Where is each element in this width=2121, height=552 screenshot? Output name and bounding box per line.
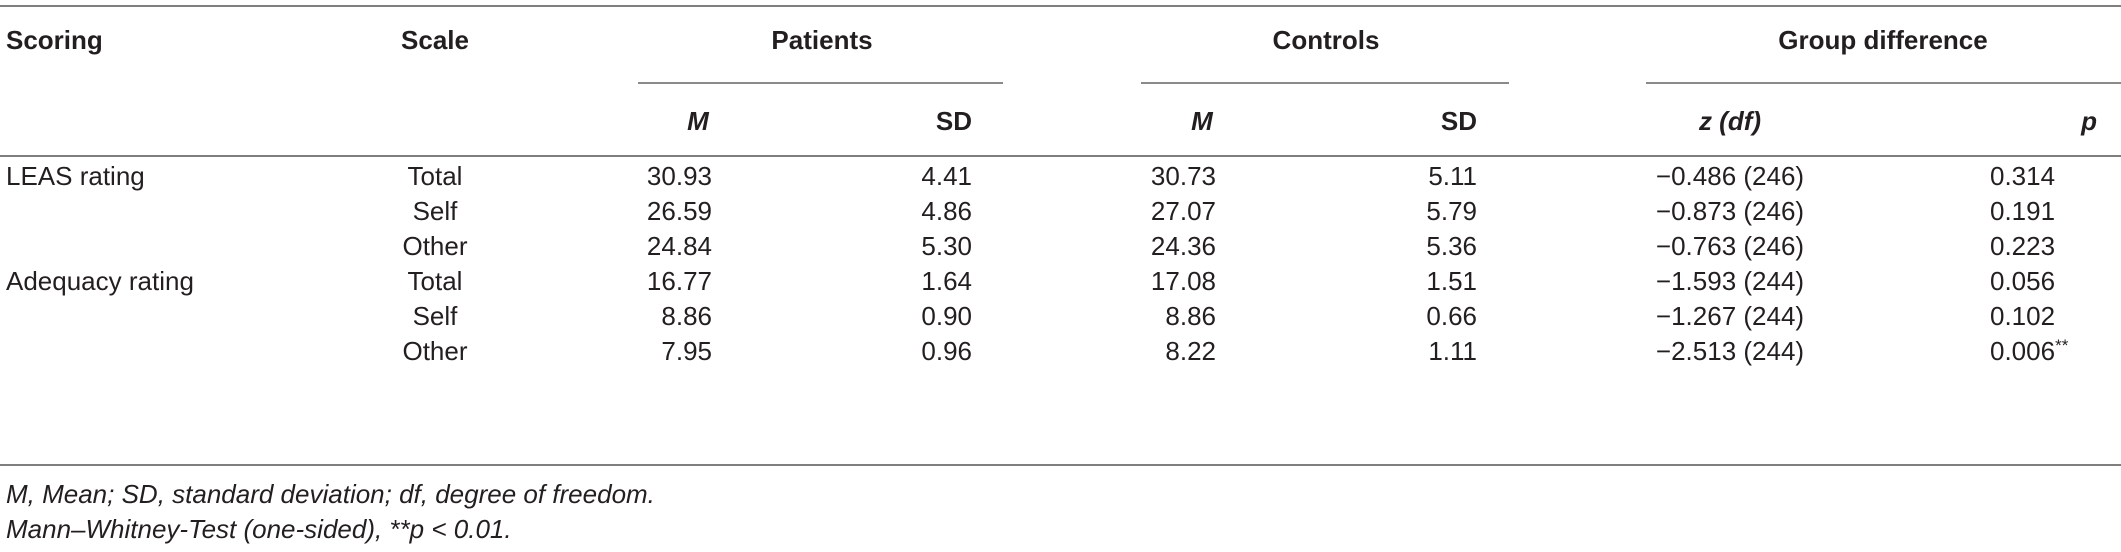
p-value: 0.191	[1990, 196, 2056, 226]
cell-z-df: −1.593 (244)	[1655, 266, 1805, 296]
cell-scale: Other	[402, 231, 468, 261]
cell-controls-sd: 1.51	[1426, 266, 1477, 296]
cell-patients-sd: 0.90	[921, 301, 972, 331]
header-z-df: z (df)	[1698, 106, 1762, 136]
group-difference-underline	[1646, 82, 2121, 84]
cell-patients-sd: 0.96	[921, 336, 972, 366]
cell-controls-sd: 5.36	[1426, 231, 1477, 261]
table-bottom-rule	[0, 464, 2121, 466]
footnote-test: Mann–Whitney-Test (one-sided), **p < 0.0…	[6, 514, 512, 544]
cell-z-df: −1.267 (244)	[1655, 301, 1805, 331]
header-scoring: Scoring	[6, 25, 103, 55]
cell-controls-sd: 1.11	[1428, 336, 1477, 366]
cell-controls-sd: 0.66	[1426, 301, 1477, 331]
cell-patients-m: 8.86	[661, 301, 712, 331]
cell-p: 0.223	[1990, 231, 2055, 261]
cell-controls-m: 30.73	[1150, 161, 1216, 191]
p-value: 0.223	[1990, 231, 2056, 261]
cell-scale: Self	[412, 196, 458, 226]
p-value: 0.102	[1990, 301, 2056, 331]
cell-scoring: LEAS rating	[6, 161, 145, 191]
header-group-difference: Group difference	[1778, 25, 1988, 55]
cell-patients-m: 30.93	[646, 161, 712, 191]
table-top-rule	[0, 5, 2121, 7]
cell-scale: Total	[407, 266, 463, 296]
p-value: 0.006	[1990, 336, 2056, 366]
cell-controls-m: 24.36	[1150, 231, 1216, 261]
cell-controls-m: 27.07	[1150, 196, 1216, 226]
p-value: 0.056	[1990, 266, 2056, 296]
cell-z-df: −0.763 (246)	[1655, 231, 1805, 261]
patients-underline	[638, 82, 1003, 84]
cell-patients-m: 16.77	[646, 266, 712, 296]
cell-scale: Total	[407, 161, 463, 191]
cell-p: 0.102	[1990, 301, 2055, 331]
header-controls: Controls	[1272, 25, 1380, 55]
controls-underline	[1141, 82, 1509, 84]
cell-controls-sd: 5.11	[1428, 161, 1477, 191]
cell-controls-sd: 5.79	[1426, 196, 1477, 226]
cell-z-df: −0.873 (246)	[1655, 196, 1805, 226]
cell-scoring: Adequacy rating	[6, 266, 194, 296]
cell-z-df: −0.486 (246)	[1655, 161, 1805, 191]
cell-controls-m: 8.86	[1165, 301, 1216, 331]
header-bottom-rule	[0, 155, 2121, 157]
cell-p: 0.006**	[1990, 336, 2068, 366]
cell-patients-sd: 4.41	[921, 161, 972, 191]
cell-patients-m: 24.84	[646, 231, 712, 261]
significance-marker: **	[2055, 336, 2069, 355]
header-patients-sd: SD	[935, 106, 972, 136]
header-controls-sd: SD	[1440, 106, 1477, 136]
cell-patients-m: 26.59	[646, 196, 712, 226]
footnote-abbreviations: M, Mean; SD, standard deviation; df, deg…	[6, 479, 655, 509]
header-scale: Scale	[401, 25, 469, 55]
cell-z-df: −2.513 (244)	[1655, 336, 1805, 366]
cell-scale: Other	[402, 336, 468, 366]
cell-p: 0.056	[1990, 266, 2055, 296]
cell-patients-m: 7.95	[661, 336, 712, 366]
header-patients: Patients	[771, 25, 873, 55]
cell-patients-sd: 1.64	[921, 266, 972, 296]
cell-scale: Self	[412, 301, 458, 331]
p-value: 0.314	[1990, 161, 2056, 191]
header-patients-m: M	[687, 106, 709, 136]
header-p: p	[2081, 106, 2097, 136]
cell-patients-sd: 4.86	[921, 196, 972, 226]
header-controls-m: M	[1191, 106, 1213, 136]
cell-controls-m: 8.22	[1165, 336, 1216, 366]
cell-p: 0.314	[1990, 161, 2055, 191]
cell-controls-m: 17.08	[1150, 266, 1216, 296]
cell-p: 0.191	[1990, 196, 2055, 226]
cell-patients-sd: 5.30	[921, 231, 972, 261]
